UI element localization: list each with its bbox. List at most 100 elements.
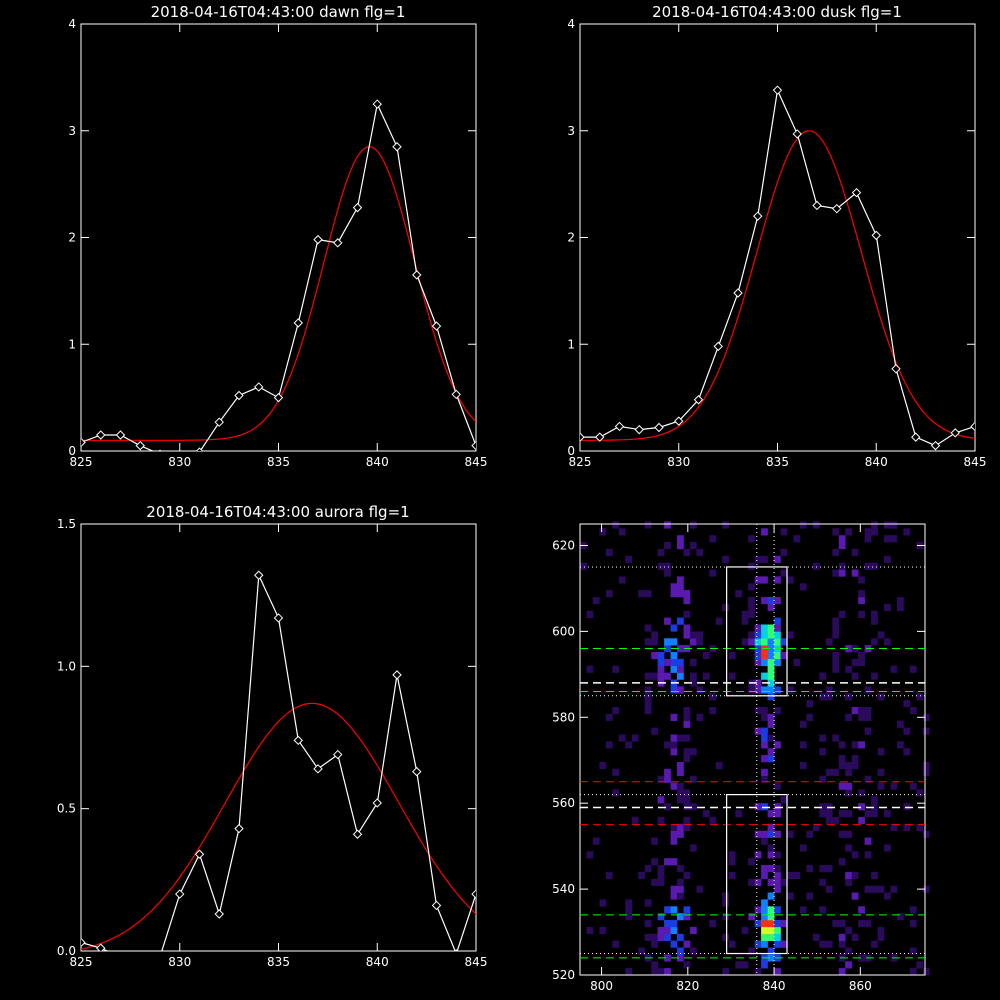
dusk-data-point: [693, 395, 704, 405]
heatmap-cell: [884, 892, 891, 900]
heatmap-cell: [819, 810, 827, 818]
heatmap-cell: [696, 686, 704, 694]
heatmap-cell: [897, 913, 904, 921]
heatmap-cell: [858, 906, 865, 914]
heatmap-cell: [832, 920, 840, 928]
heatmap-cell: [767, 851, 775, 859]
heatmap-cell: [825, 810, 833, 818]
heatmap-cell: [845, 947, 852, 955]
heatmap-cell: [748, 878, 755, 886]
heatmap-cell: [625, 968, 633, 976]
heatmap-cell: [774, 968, 781, 976]
heatmap-cell: [677, 686, 684, 694]
heatmap-cell: [774, 810, 781, 818]
heatmap-cell: [728, 940, 736, 948]
heatmap-cell: [677, 947, 684, 955]
heatmap-cell: [761, 597, 768, 605]
heatmap-cell: [903, 528, 911, 536]
heatmap-cell: [877, 768, 885, 776]
heatmap-cell: [761, 713, 768, 721]
heatmap-cell: [657, 775, 665, 783]
dusk-y-tick-label: 3: [567, 124, 575, 138]
heatmap-cell: [832, 768, 840, 776]
heatmap-cell: [806, 713, 814, 721]
heatmap-cell: [858, 610, 865, 618]
heatmap-cell: [851, 871, 859, 880]
heatmap-cell: [884, 638, 891, 646]
dusk-chart: 2018-04-16T04:43:00 dusk flg=1 825 830 835…: [567, 3, 986, 469]
heatmap-cell: [851, 892, 859, 900]
heatmap-cell: [709, 535, 717, 543]
dawn-data-point: [214, 417, 224, 427]
dusk-x-tick-label: 830: [667, 455, 690, 469]
heatmap-cell: [670, 885, 678, 893]
heatmap-cell: [890, 521, 898, 529]
heatmap-cell: [780, 652, 788, 660]
heatmap-cell: [838, 933, 846, 941]
heatmap-cell: [864, 713, 872, 721]
dusk-data-point: [614, 421, 625, 432]
heatmap-cell: [838, 535, 846, 543]
heatmap-cell: [690, 926, 697, 935]
heatmap-cell: [761, 926, 768, 935]
aurora-data-point: [175, 889, 185, 899]
heatmap-cell: [754, 878, 762, 886]
heatmap-cell: [851, 569, 859, 577]
aurora-y-tick-label: 1.5: [57, 517, 76, 531]
heatmap-cell: [683, 940, 691, 948]
heatmap-cell: [644, 700, 652, 708]
heatmap-cell: [871, 610, 878, 618]
heatmap-cell: [819, 693, 827, 701]
heatmap-cell: [651, 961, 658, 969]
heatmap-cell: [657, 548, 665, 557]
dusk-chart-title: 2018-04-16T04:43:00 dusk flg=1: [652, 3, 902, 21]
heatmap-x-tick-label: 800: [590, 979, 613, 993]
heatmap-cell: [890, 535, 898, 543]
heatmap-cell: [599, 528, 607, 536]
heatmap-cell: [767, 823, 775, 831]
heatmap-cell: [851, 755, 859, 763]
heatmap-cell: [838, 782, 846, 790]
heatmap-cell: [812, 562, 820, 570]
heatmap-cell: [741, 961, 749, 969]
heatmap-cell: [664, 926, 671, 935]
dawn-data-point: [273, 392, 284, 403]
heatmap-cell: [677, 768, 684, 776]
heatmap-cell: [845, 961, 852, 969]
dusk-data-point: [851, 187, 862, 198]
heatmap-cell: [774, 878, 781, 886]
dawn-data-point: [412, 270, 422, 280]
heatmap-cell: [690, 748, 697, 756]
dawn-data-point: [293, 318, 303, 328]
aurora-y-tick-label: 1.0: [57, 659, 76, 673]
heatmap-cell: [871, 672, 878, 680]
heatmap-x-tick-label: 860: [849, 979, 872, 993]
dawn-y-tick-label: 3: [68, 124, 76, 138]
heatmap-cell: [864, 920, 872, 928]
dawn-data-point: [471, 440, 476, 451]
heatmap-cell: [638, 871, 645, 880]
heatmap-cell: [832, 658, 840, 667]
heatmap-cell: [612, 940, 620, 948]
heatmap-cell: [728, 652, 736, 660]
heatmap-cell: [683, 755, 691, 763]
heatmap-cell: [858, 597, 865, 605]
heatmap-cell: [845, 871, 852, 880]
heatmap-cell: [884, 535, 891, 543]
heatmap-cell: [631, 816, 639, 825]
heatmap-cell: [754, 624, 762, 632]
heatmap-cell: [761, 624, 768, 632]
aurora-data-point: [392, 670, 402, 680]
heatmap-cell: [683, 816, 691, 825]
dawn-data-point: [392, 142, 402, 152]
heatmap-cell: [754, 658, 762, 667]
dawn-data-point: [96, 430, 106, 440]
heatmap-cell: [670, 830, 678, 838]
heatmap-cell: [664, 803, 671, 811]
heatmap-cell: [728, 871, 736, 880]
aurora-data-point: [313, 764, 323, 774]
heatmap-cell: [774, 555, 781, 563]
heatmap-cell: [838, 542, 846, 550]
heatmap-cell: [851, 548, 859, 557]
heatmap-cell: [651, 968, 658, 976]
